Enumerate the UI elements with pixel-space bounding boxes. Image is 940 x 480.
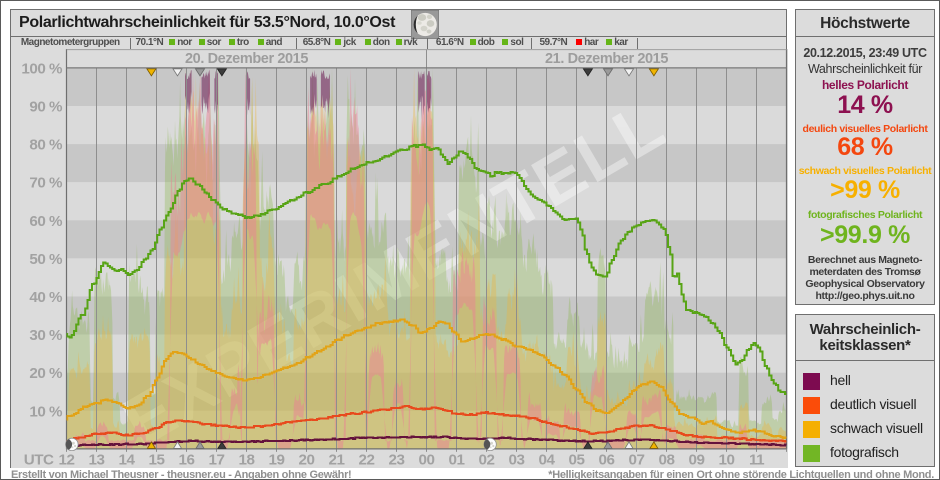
- svg-text:80 %: 80 %: [29, 137, 63, 154]
- svg-text:06: 06: [599, 452, 615, 469]
- svg-text:04: 04: [539, 452, 556, 469]
- svg-text:12: 12: [59, 452, 75, 469]
- svg-text:100 %: 100 %: [21, 60, 63, 77]
- svg-text:70 %: 70 %: [29, 175, 63, 192]
- svg-text:60 %: 60 %: [29, 213, 63, 230]
- svg-text:21: 21: [329, 452, 346, 469]
- svg-text:17: 17: [209, 452, 225, 469]
- svg-text:11: 11: [749, 452, 765, 469]
- svg-text:10 %: 10 %: [29, 403, 63, 420]
- svg-text:18: 18: [239, 452, 255, 469]
- svg-text:23: 23: [389, 452, 405, 469]
- svg-text:20 %: 20 %: [29, 365, 63, 382]
- svg-text:15: 15: [149, 452, 166, 469]
- svg-text:14: 14: [119, 452, 136, 469]
- svg-text:09: 09: [689, 452, 705, 469]
- svg-text:13: 13: [89, 452, 105, 469]
- svg-text:50 %: 50 %: [29, 251, 63, 268]
- svg-text:03: 03: [509, 452, 525, 469]
- svg-text:90 %: 90 %: [29, 99, 63, 116]
- svg-text:02: 02: [479, 452, 495, 469]
- svg-text:08: 08: [659, 452, 675, 469]
- svg-text:16: 16: [179, 452, 195, 469]
- svg-text:00: 00: [419, 452, 435, 469]
- svg-text:07: 07: [629, 452, 645, 469]
- svg-text:30 %: 30 %: [29, 327, 63, 344]
- svg-text:UTC: UTC: [24, 452, 54, 469]
- svg-text:01: 01: [449, 452, 466, 469]
- svg-text:20. Dezember 2015: 20. Dezember 2015: [185, 51, 308, 67]
- svg-text:19: 19: [269, 452, 285, 469]
- svg-text:05: 05: [569, 452, 586, 469]
- svg-text:21. Dezember 2015: 21. Dezember 2015: [545, 51, 668, 67]
- svg-text:20: 20: [299, 452, 315, 469]
- svg-text:40 %: 40 %: [29, 289, 63, 306]
- svg-text:22: 22: [359, 452, 375, 469]
- svg-text:10: 10: [719, 452, 735, 469]
